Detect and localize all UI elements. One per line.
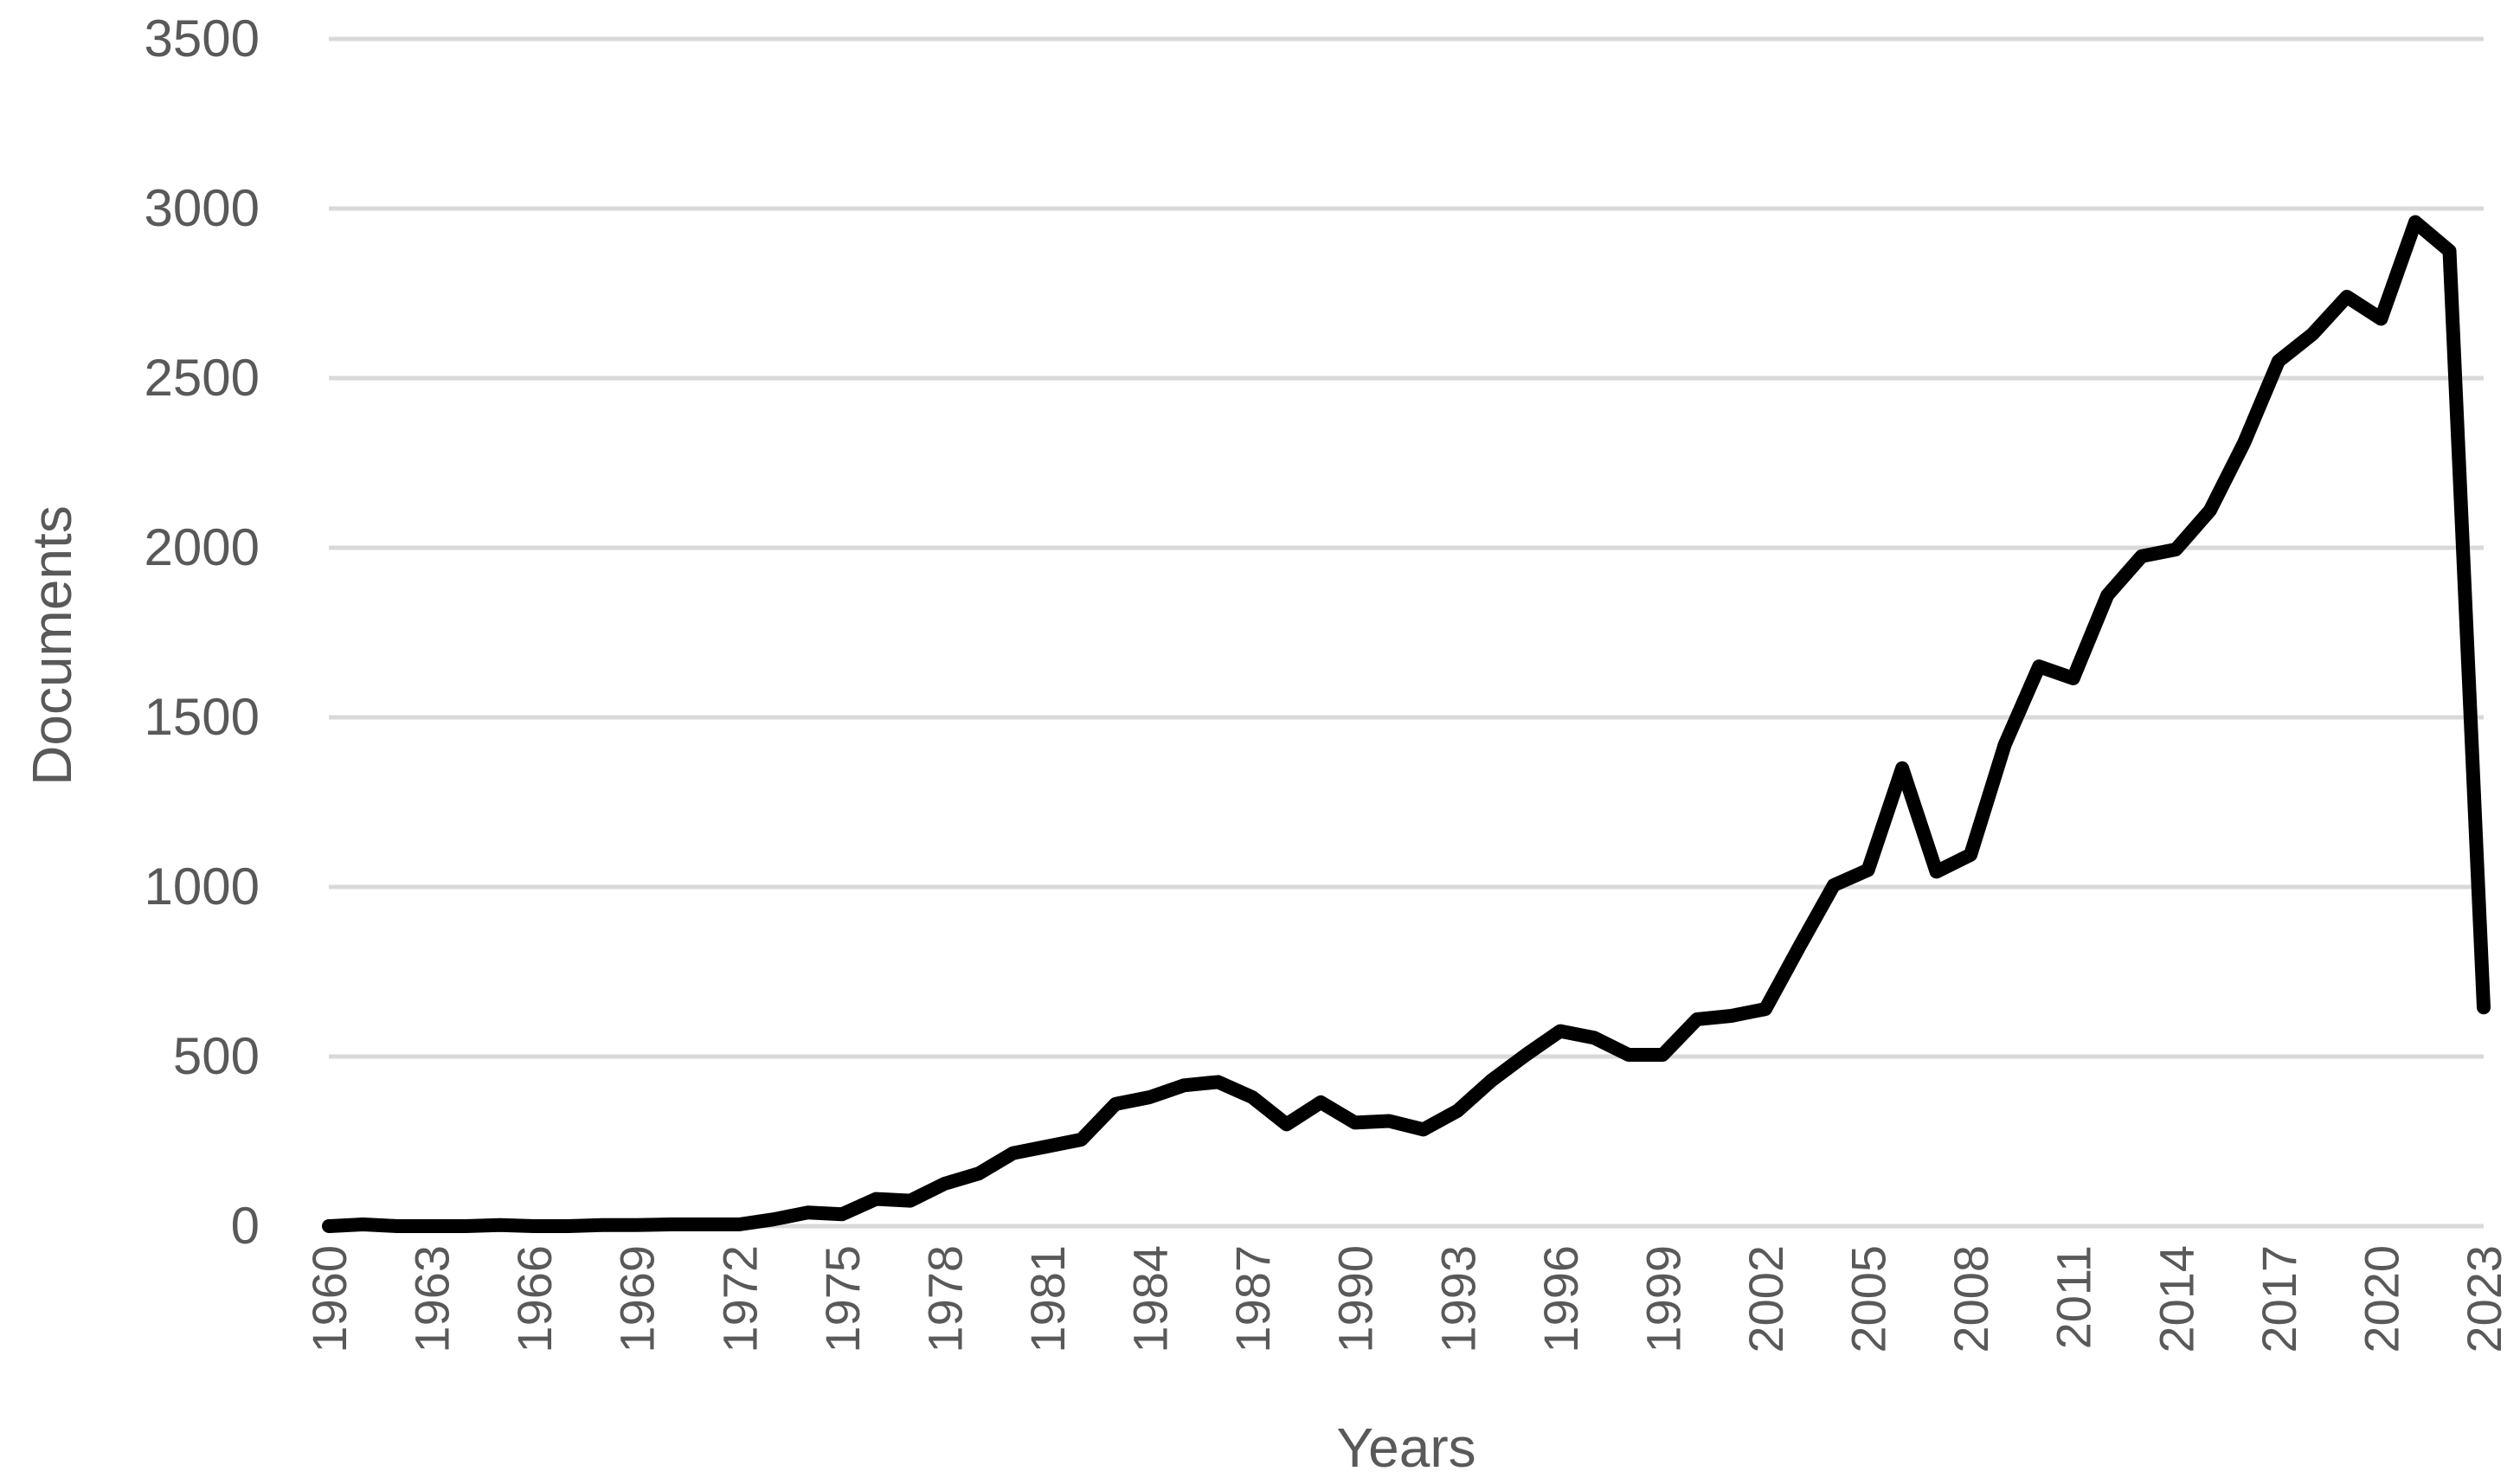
x-tick-label: 2023 [2457, 1245, 2511, 1353]
x-tick-label: 2008 [1944, 1245, 1998, 1353]
y-tick-label: 1500 [145, 688, 260, 746]
y-tick-label: 1000 [145, 858, 260, 915]
gridlines [329, 36, 2484, 1229]
x-tick-label: 1984 [1123, 1245, 1178, 1353]
y-tick-label: 2500 [145, 349, 260, 407]
series-line [322, 215, 2491, 1233]
x-tick-label: 2005 [1842, 1245, 1896, 1353]
x-tick-label: 2020 [2354, 1245, 2408, 1353]
x-tick-label: 1987 [1225, 1245, 1280, 1353]
x-tick-label: 1993 [1430, 1245, 1485, 1353]
y-tick-label: 3500 [145, 10, 260, 67]
y-tick-label: 2000 [145, 518, 260, 576]
x-axis-ticks: 1960 1963 1966 1969 1972 1975 1978 1981 1984 1987… [302, 1245, 2511, 1353]
y-tick-label: 500 [173, 1027, 260, 1085]
x-tick-label: 2017 [2252, 1245, 2306, 1353]
x-tick-label: 1960 [302, 1245, 357, 1353]
x-tick-label: 1966 [507, 1245, 562, 1353]
x-tick-label: 2011 [2047, 1245, 2101, 1349]
x-tick-label: 1978 [917, 1245, 972, 1353]
x-tick-label: 1969 [610, 1245, 665, 1353]
x-axis-title: Years [1336, 1417, 1475, 1479]
x-tick-label: 1963 [405, 1245, 460, 1353]
x-tick-label: 2002 [1739, 1245, 1793, 1353]
x-tick-label: 1972 [712, 1245, 767, 1353]
x-tick-label: 1990 [1328, 1245, 1383, 1353]
y-tick-label: 0 [231, 1197, 260, 1255]
series-layer [322, 215, 2491, 1233]
y-axis-title: Documents [21, 505, 83, 786]
x-tick-label: 2014 [2149, 1245, 2203, 1353]
x-tick-label: 1999 [1636, 1245, 1690, 1353]
x-tick-label: 1975 [815, 1245, 870, 1353]
x-tick-label: 1981 [1020, 1245, 1075, 1353]
x-tick-label: 1996 [1533, 1245, 1588, 1353]
y-tick-label: 3000 [145, 179, 260, 237]
y-axis-ticks: 0 500 1000 1500 2000 2500 3000 3500 [145, 10, 260, 1255]
